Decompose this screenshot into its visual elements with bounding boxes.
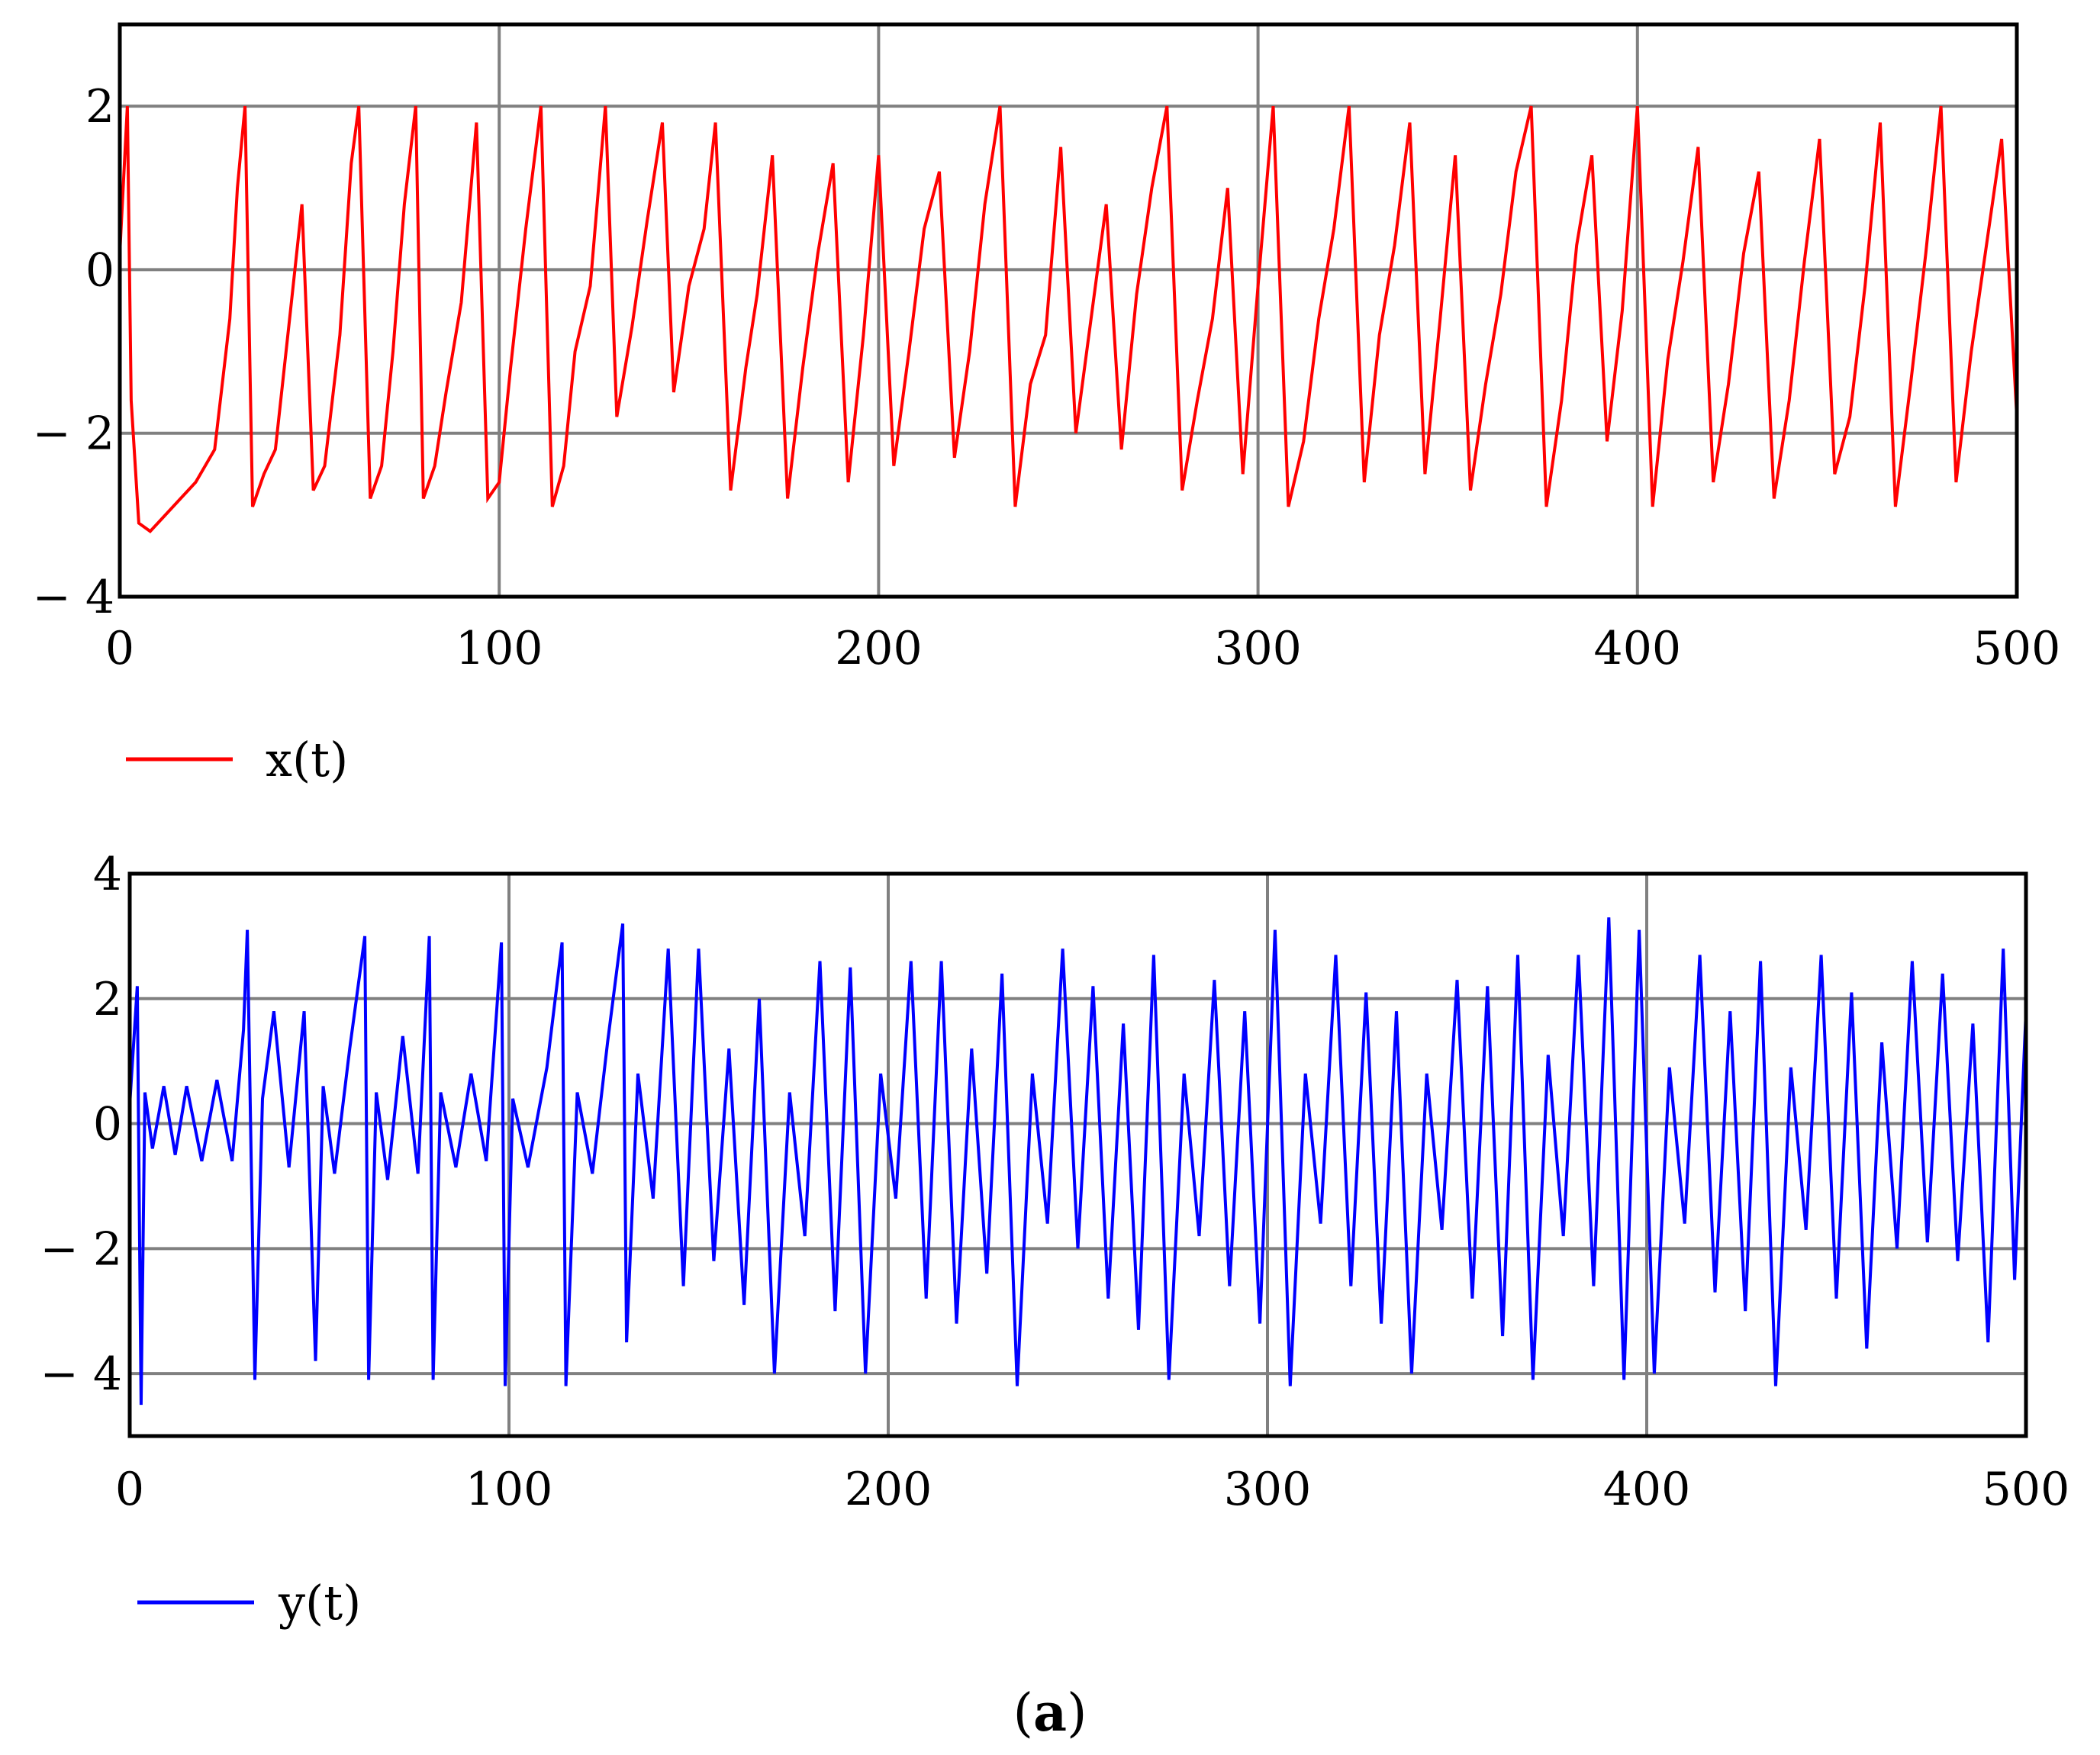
y-ytick-label-2: 2 — [93, 973, 122, 1026]
caption-close: ) — [1067, 1683, 1087, 1744]
y-ytick-label-0: 0 — [93, 1098, 122, 1151]
y-xtick-label-400: 400 — [1603, 1463, 1691, 1516]
x-ytick-label--2: − 2 — [32, 407, 114, 461]
x-ytick-label-2: 2 — [85, 80, 114, 134]
x-xtick-label-100: 100 — [456, 622, 543, 675]
x-legend: x(t) — [126, 732, 348, 787]
x-xtick-label-300: 300 — [1214, 622, 1302, 675]
x-xtick-label-0: 0 — [105, 622, 134, 675]
x-xtick-label-200: 200 — [835, 622, 923, 675]
x-plot-frame — [118, 22, 2019, 599]
caption-letter: a — [1033, 1683, 1067, 1744]
y-plot-frame — [127, 871, 2028, 1438]
y-ytick-label--2: − 2 — [40, 1222, 122, 1276]
y-ytick-label-4: 4 — [93, 848, 122, 901]
y-legend-label: y(t) — [278, 1575, 361, 1631]
y-chart: 0 100 200 300 400 500 − 4 − 2 0 2 4 — [40, 848, 2069, 1516]
y-xtick-label-100: 100 — [465, 1463, 553, 1516]
x-ytick-label--4: − 4 — [32, 571, 114, 624]
y-legend: y(t) — [137, 1575, 361, 1631]
x-chart: 0 100 200 300 400 500 − 4 − 2 0 2 — [32, 22, 2061, 675]
x-legend-label: x(t) — [266, 732, 348, 787]
figure-caption: (a) — [1013, 1683, 1087, 1744]
y-xtick-label-0: 0 — [115, 1463, 144, 1516]
caption-open: ( — [1013, 1683, 1033, 1744]
y-series-line — [128, 917, 2028, 1406]
y-xtick-label-200: 200 — [845, 1463, 932, 1516]
x-ytick-label-0: 0 — [85, 243, 114, 297]
x-series-line — [118, 105, 2018, 533]
x-xtick-label-500: 500 — [1973, 622, 2061, 675]
y-xtick-label-500: 500 — [1982, 1463, 2070, 1516]
y-xtick-label-300: 300 — [1224, 1463, 1312, 1516]
y-ytick-label--4: − 4 — [40, 1348, 122, 1401]
x-xtick-label-400: 400 — [1594, 622, 1682, 675]
